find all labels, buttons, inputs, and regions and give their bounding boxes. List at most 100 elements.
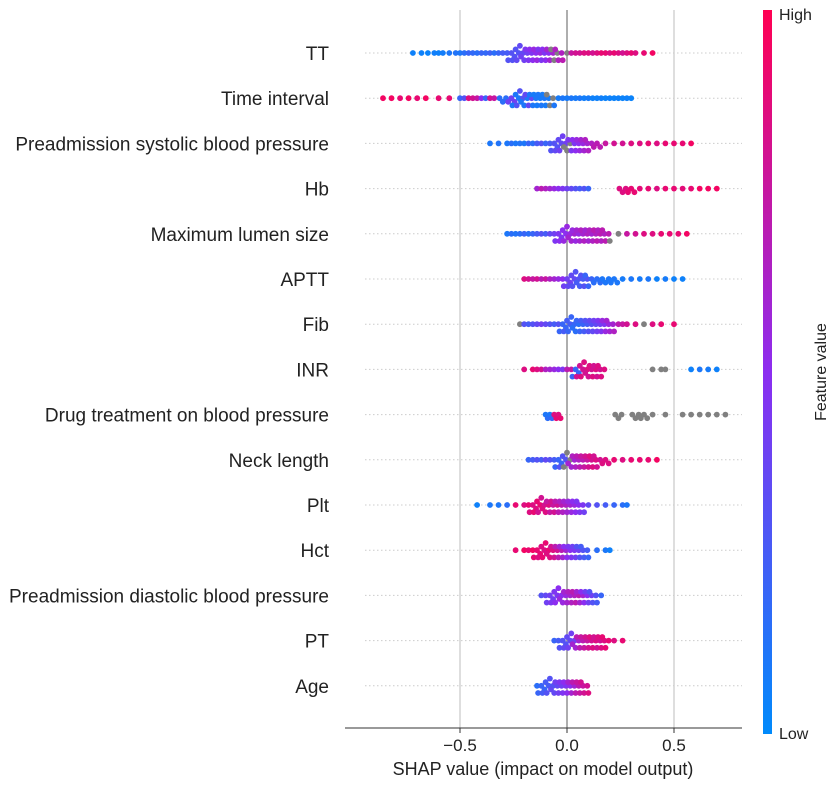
shap-point <box>594 547 600 554</box>
shap-point <box>534 456 540 463</box>
shap-point <box>688 411 694 418</box>
shap-point <box>599 317 606 324</box>
shap-point <box>526 509 533 516</box>
shap-point <box>688 185 694 192</box>
shap-point <box>722 411 729 418</box>
shap-point <box>618 411 625 418</box>
shap-point <box>495 140 502 147</box>
shap-point <box>555 57 562 64</box>
shap-point <box>573 588 580 595</box>
shap-point <box>688 140 694 147</box>
shap-point <box>529 547 536 554</box>
shap-point <box>581 554 587 561</box>
shap-point <box>547 276 553 282</box>
shap-point <box>529 321 536 328</box>
shap-point <box>569 283 576 290</box>
shap-point <box>585 599 592 606</box>
feature-label: APTT <box>280 270 329 291</box>
shap-point <box>535 46 541 53</box>
shap-point <box>551 276 558 282</box>
feature-label: Maximum lumen size <box>151 225 329 246</box>
shap-point <box>525 140 532 147</box>
shap-point <box>564 690 570 696</box>
shap-point <box>548 147 554 154</box>
shap-point <box>572 644 579 651</box>
shap-point <box>534 276 540 282</box>
shap-point <box>529 57 536 64</box>
shap-point <box>521 57 528 64</box>
shap-point <box>565 283 571 290</box>
shap-point <box>534 230 540 237</box>
shap-point <box>576 147 583 154</box>
shap-point <box>598 95 605 102</box>
shap-point <box>679 140 686 147</box>
shap-point <box>671 276 677 282</box>
feature-label: Hct <box>301 541 330 562</box>
feature-label: Preadmission diastolic blood pressure <box>9 586 329 607</box>
shap-point <box>595 317 601 324</box>
shap-point <box>581 283 587 290</box>
shap-point <box>556 679 563 686</box>
shap-point <box>559 366 566 373</box>
shap-point <box>543 690 550 696</box>
shap-point <box>446 50 453 56</box>
shap-point <box>538 185 545 192</box>
shap-point <box>594 599 600 606</box>
shap-point <box>662 366 669 373</box>
shap-point <box>547 366 553 373</box>
feature-label: Time interval <box>221 89 329 110</box>
shap-point <box>645 456 652 463</box>
shap-point <box>565 136 571 143</box>
shap-point <box>581 359 587 366</box>
feature-label: Fib <box>303 315 329 336</box>
shap-point <box>568 690 575 696</box>
shap-point <box>543 599 550 606</box>
shap-point <box>513 102 520 109</box>
shap-point <box>619 276 626 282</box>
shap-point <box>482 95 489 102</box>
shap-point <box>551 366 558 373</box>
shap-point <box>538 366 545 373</box>
shap-point <box>521 547 528 554</box>
shap-point <box>568 95 575 102</box>
shap-point <box>594 644 600 651</box>
shap-point <box>586 362 593 369</box>
shap-point <box>556 644 563 651</box>
shap-point <box>594 328 600 335</box>
shap-point <box>559 554 566 561</box>
shap-point <box>564 185 570 192</box>
feature-labels: TT Time interval Preadmission systolic blo… <box>9 44 330 698</box>
shap-point <box>469 50 476 56</box>
shap-point <box>551 185 558 192</box>
colorbar-low-label: Low <box>779 726 809 743</box>
shap-point <box>568 185 575 192</box>
shap-point <box>548 46 554 53</box>
colorbar-gradient <box>763 10 772 734</box>
shap-point <box>598 50 605 56</box>
shap-point <box>572 147 579 154</box>
shap-point <box>568 50 575 56</box>
x-tick-label: −0.5 <box>443 736 477 755</box>
shap-point <box>555 366 562 373</box>
shap-point <box>605 460 612 467</box>
shap-point <box>572 185 579 192</box>
shap-point <box>529 140 536 147</box>
shap-point <box>559 599 566 606</box>
shap-point <box>594 95 600 102</box>
shap-point <box>521 502 528 508</box>
shap-point <box>405 95 412 102</box>
shap-point <box>615 95 622 102</box>
shap-point <box>632 50 639 56</box>
shap-point <box>446 95 453 102</box>
shap-point <box>521 366 528 373</box>
shap-point <box>573 543 580 550</box>
shap-point <box>560 328 567 335</box>
shap-point <box>555 585 562 592</box>
shap-point <box>696 411 703 418</box>
shap-point <box>564 449 570 456</box>
shap-point <box>555 276 562 282</box>
shap-point <box>649 50 656 56</box>
shap-point <box>552 599 559 606</box>
shap-point <box>547 230 553 237</box>
shap-point <box>611 502 617 508</box>
